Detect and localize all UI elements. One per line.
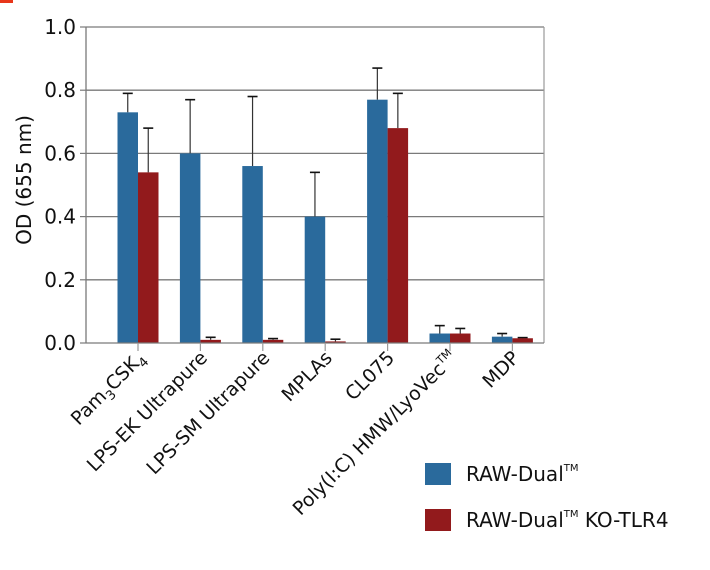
bar — [387, 128, 409, 343]
y-tick-label: 0.2 — [44, 268, 76, 292]
legend-label: RAW-DualTM — [466, 462, 579, 486]
x-tick-label: MPLAs — [277, 347, 336, 406]
bar — [450, 333, 471, 343]
y-tick-label: 0.0 — [44, 331, 76, 355]
legend-label: RAW-DualTM KO-TLR4 — [466, 508, 669, 532]
bar — [367, 99, 388, 344]
bar — [429, 333, 450, 343]
bar — [200, 339, 221, 343]
bar — [179, 153, 201, 343]
x-tick-label: MDP — [478, 347, 524, 393]
legend-swatch-red — [425, 509, 451, 531]
bar — [304, 216, 326, 343]
bar — [117, 112, 138, 343]
x-tick-label: LPS-SM Ultrapure — [142, 347, 274, 479]
x-tick-label: CL075 — [341, 347, 399, 405]
y-axis: 0.0 0.2 0.4 0.6 0.8 1.0 — [44, 15, 545, 355]
legend-swatch-blue — [425, 463, 451, 485]
bar — [242, 166, 263, 343]
bar — [491, 336, 513, 343]
y-tick-label: 0.4 — [44, 205, 76, 229]
bar — [262, 339, 284, 343]
bar — [138, 172, 159, 343]
corner-accent-mark — [0, 0, 13, 3]
y-tick-label: 0.8 — [44, 78, 76, 102]
y-tick-label: 0.6 — [44, 141, 76, 165]
legend-item-raw-dual: RAW-DualTM — [425, 460, 669, 488]
legend: RAW-DualTM RAW-DualTM KO-TLR4 — [425, 460, 669, 552]
bar — [325, 341, 346, 343]
legend-item-raw-dual-ko-tlr4: RAW-DualTM KO-TLR4 — [425, 506, 669, 534]
y-axis-label: OD (655 nm) — [12, 115, 36, 245]
bars — [117, 67, 533, 344]
y-tick-label: 1.0 — [44, 15, 76, 39]
bar — [512, 338, 533, 343]
